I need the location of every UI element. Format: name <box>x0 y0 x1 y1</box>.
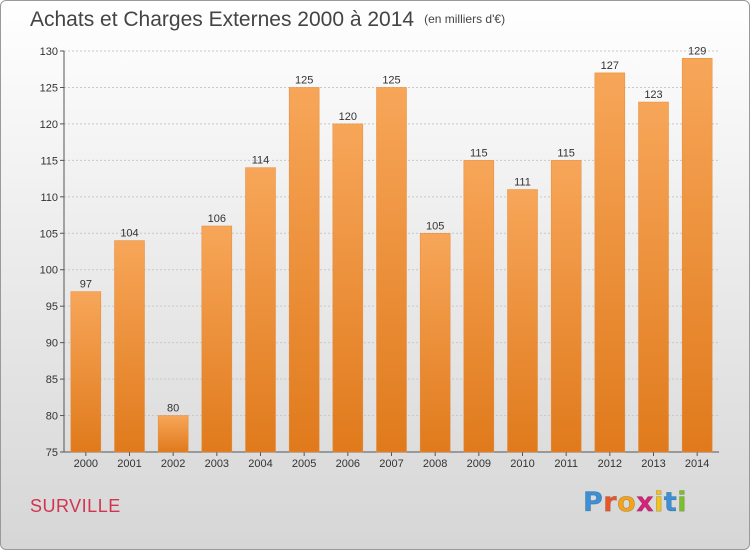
bar-value-label: 111 <box>514 177 531 189</box>
x-tick-label: 2011 <box>554 458 578 470</box>
bar-value-label: 120 <box>339 111 357 123</box>
bar-2009 <box>463 160 495 453</box>
bar-value-label: 125 <box>295 74 313 86</box>
proxiti-logo: Proxiti <box>583 487 688 519</box>
y-tick-label: 95 <box>46 301 58 313</box>
bar-2012 <box>594 72 626 453</box>
x-tick-label: 2013 <box>641 458 665 470</box>
y-tick-label: 85 <box>46 374 58 386</box>
bar-value-label: 104 <box>120 228 138 240</box>
y-tick-label: 75 <box>46 447 58 459</box>
bar-value-label: 115 <box>557 147 575 159</box>
bar-2004 <box>245 167 276 453</box>
y-tick-label: 90 <box>46 338 58 350</box>
labels: 75 80 85 90 95 100 105 110 115 120 125 130 97 2000 104… <box>40 45 710 470</box>
bar-value-label: 114 <box>252 155 270 167</box>
bar-value-label: 106 <box>208 213 226 225</box>
x-tick-label: 2008 <box>423 458 447 470</box>
x-tick-label: 2002 <box>161 458 185 470</box>
bar-2003 <box>201 225 233 453</box>
x-tick-label: 2010 <box>510 458 534 470</box>
x-tick-label: 2003 <box>205 458 229 470</box>
bar-2006 <box>332 123 364 453</box>
bar-value-label: 129 <box>688 45 706 57</box>
bar-2014 <box>681 58 713 453</box>
x-tick-label: 2014 <box>685 458 709 470</box>
logo-letter: t <box>663 487 678 519</box>
bar-value-label: 125 <box>382 74 400 86</box>
bar-2005 <box>288 87 320 453</box>
y-tick-label: 100 <box>40 265 58 277</box>
bar-2013 <box>638 101 669 453</box>
x-tick-label: 2005 <box>292 458 316 470</box>
bar-value-label: 127 <box>601 60 619 72</box>
y-tick-label: 125 <box>40 82 58 94</box>
bar-value-label: 97 <box>80 279 92 291</box>
bar-value-label: 123 <box>644 89 662 101</box>
logo-letter: i <box>677 487 688 519</box>
logo-letter: P <box>583 487 604 519</box>
title-text: Achats et Charges Externes 2000 à 2014 <box>30 8 415 31</box>
bar-2008 <box>419 233 451 453</box>
y-tick-label: 115 <box>40 155 58 167</box>
x-tick-label: 2012 <box>598 458 622 470</box>
x-tick-label: 2007 <box>379 458 403 470</box>
bar-value-label: 80 <box>167 403 179 415</box>
y-tick-label: 110 <box>40 192 58 204</box>
bar-2010 <box>507 189 538 453</box>
y-tick-label: 120 <box>40 119 58 131</box>
x-tick-label: 2006 <box>336 458 360 470</box>
logo-letter: r <box>603 487 618 519</box>
bar-2002 <box>157 415 189 453</box>
bars <box>70 58 713 453</box>
commune-name: SURVILLE <box>30 496 121 516</box>
logo-letter: x <box>636 487 655 519</box>
x-tick-label: 2004 <box>248 458 272 470</box>
x-tick-label: 2001 <box>117 458 141 470</box>
y-tick-label: 80 <box>46 411 58 423</box>
bar-2001 <box>114 240 145 453</box>
logo-letter: i <box>654 487 664 519</box>
chart-title: Achats et Charges Externes 2000 à 2014 (e… <box>30 8 505 32</box>
bar-2007 <box>376 87 407 453</box>
bar-2011 <box>550 160 582 453</box>
bar-2000 <box>70 291 102 453</box>
bar-value-label: 115 <box>470 147 488 159</box>
title-unit: (en milliers d'€) <box>424 12 506 26</box>
x-tick-label: 2009 <box>467 458 491 470</box>
y-tick-label: 130 <box>40 46 58 58</box>
x-tick-label: 2000 <box>74 458 98 470</box>
bar-value-label: 105 <box>426 220 444 232</box>
y-tick-label: 105 <box>40 228 58 240</box>
logo-letter: o <box>617 487 637 519</box>
